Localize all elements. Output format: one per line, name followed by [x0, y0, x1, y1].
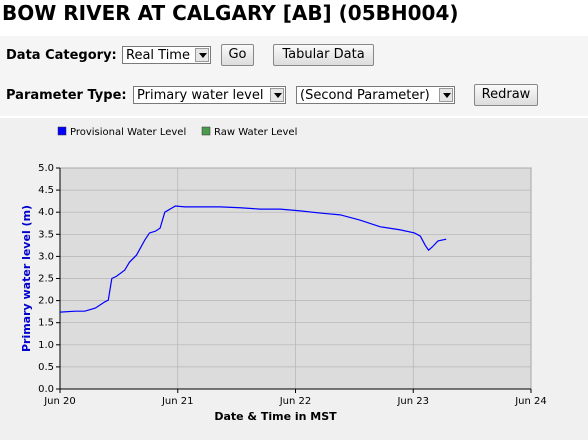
- y-tick-label: 0.5: [38, 362, 54, 373]
- y-tick-label: 3.0: [38, 251, 54, 262]
- redraw-button[interactable]: Redraw: [474, 84, 538, 106]
- station-title: BOW RIVER AT CALGARY [AB] (05BH004): [2, 1, 459, 25]
- x-axis-title: Date & Time in MST: [214, 410, 337, 423]
- tabular-button[interactable]: Tabular Data: [273, 44, 374, 66]
- data-category-label: Data Category:: [6, 48, 117, 63]
- chart: Provisional Water Level Raw Water Level 0.…: [0, 118, 588, 440]
- data-category-select[interactable]: Real Time: [122, 46, 211, 64]
- parameter-select[interactable]: Primary water level: [133, 86, 286, 104]
- parameter-row: Parameter Type: Primary water level (Sec…: [0, 76, 588, 116]
- x-tick-label: Jun 21: [161, 396, 194, 407]
- select-value: (Second Parameter): [300, 88, 430, 103]
- y-tick-label: 4.5: [38, 185, 54, 196]
- go-button[interactable]: Go: [221, 44, 254, 66]
- legend-swatch: [201, 126, 211, 136]
- series-line: [59, 205, 447, 313]
- y-tick-label: 2.0: [38, 296, 54, 307]
- x-tick-label: Jun 24: [514, 396, 547, 407]
- select-value: Primary water level: [137, 88, 264, 103]
- y-tick-label: 5.0: [38, 163, 54, 174]
- second-parameter-select[interactable]: (Second Parameter): [296, 86, 455, 104]
- legend-label: Provisional Water Level: [70, 127, 186, 138]
- parameter-type-label: Parameter Type:: [6, 88, 127, 103]
- y-axis-title: Primary water level (m): [20, 205, 33, 352]
- select-arrow: [195, 48, 209, 62]
- legend-swatch: [57, 126, 67, 136]
- y-tick-label: 2.5: [38, 274, 54, 285]
- y-tick-label: 1.0: [38, 340, 54, 351]
- select-arrow: [439, 88, 453, 102]
- select-value: Real Time: [126, 48, 190, 63]
- legend-label: Raw Water Level: [214, 127, 297, 138]
- y-tick-label: 4.0: [38, 207, 54, 218]
- x-tick-label: Jun 22: [279, 396, 312, 407]
- data-category-row: Data Category: Real Time Go Tabular Data: [0, 36, 588, 76]
- x-tick-label: Jun 20: [43, 396, 76, 407]
- y-tick-label: 0.0: [38, 384, 54, 395]
- y-tick-label: 3.5: [38, 229, 54, 240]
- x-tick-label: Jun 23: [396, 396, 429, 407]
- select-arrow: [270, 88, 284, 102]
- y-tick-label: 1.5: [38, 318, 54, 329]
